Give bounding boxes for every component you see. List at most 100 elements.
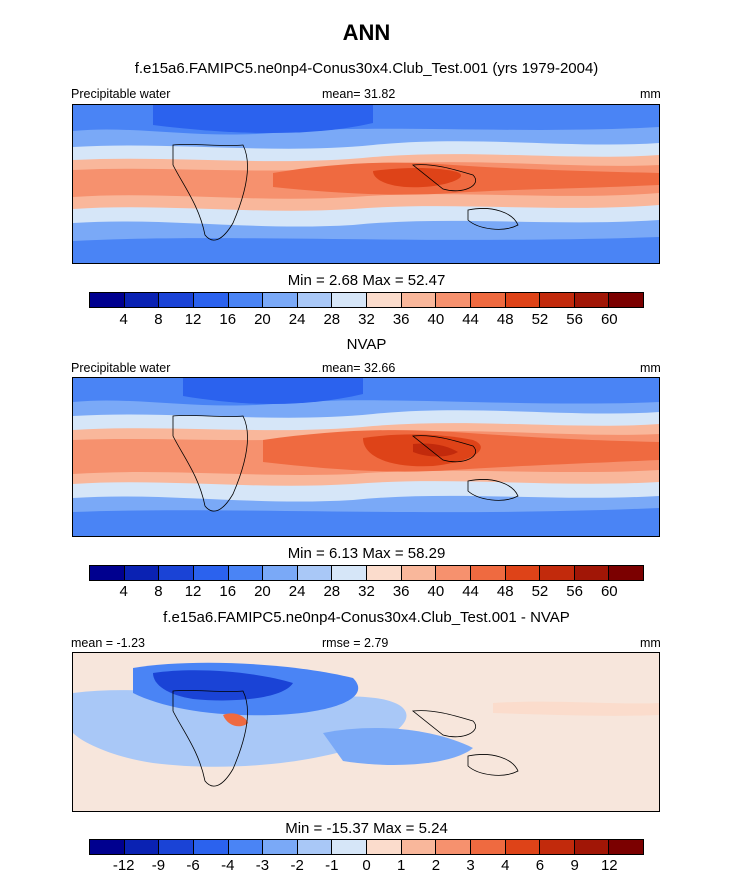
panel1-subtitle: f.e15a6.FAMIPC5.ne0np4-Conus30x4.Club_Te… bbox=[134, 60, 599, 77]
colorbar-tick-label: 20 bbox=[254, 311, 271, 328]
colorbar-tick-label: 60 bbox=[600, 583, 618, 600]
colorbar-tick-label: 4 bbox=[119, 311, 128, 328]
dry-region bbox=[153, 105, 373, 133]
panel2-mean-label: mean= 32.66 bbox=[322, 361, 396, 375]
colorbar-tick-label: 28 bbox=[323, 311, 341, 328]
panel1-colorbar bbox=[89, 292, 644, 308]
colorbar-swatch bbox=[367, 293, 402, 307]
colorbar-tick-label: 40 bbox=[427, 311, 445, 328]
colorbar-swatch bbox=[574, 566, 610, 580]
australia-outline bbox=[467, 208, 519, 230]
panel3-colorbar-ticks: -12 -9 -6 -4 -3 -2 -1 0 1 2 3 4 6 9 12 bbox=[89, 857, 644, 875]
south-band bbox=[73, 237, 659, 263]
colorbar-tick-label: 8 bbox=[154, 583, 163, 600]
colorbar-tick-label: 8 bbox=[154, 311, 163, 328]
panel2-map bbox=[72, 377, 660, 537]
colorbar-swatch bbox=[297, 293, 333, 307]
colorbar-swatch bbox=[124, 840, 160, 854]
maritime-continent-outline bbox=[411, 710, 476, 738]
colorbar-swatch bbox=[367, 840, 402, 854]
colorbar-tick-label: 4 bbox=[501, 857, 510, 874]
panel3-minmax: Min = -15.37 Max = 5.24 bbox=[285, 820, 448, 837]
panel3-units-label: mm bbox=[640, 636, 661, 650]
warm-pool bbox=[373, 168, 462, 188]
colorbar-swatch bbox=[609, 566, 643, 580]
colorbar-swatch bbox=[401, 293, 437, 307]
colorbar-swatch bbox=[297, 840, 333, 854]
colorbar-swatch bbox=[90, 566, 125, 580]
colorbar-tick-label: 12 bbox=[184, 311, 202, 328]
colorbar-tick-label: 12 bbox=[184, 583, 202, 600]
panel3-subtitle: f.e15a6.FAMIPC5.ne0np4-Conus30x4.Club_Te… bbox=[163, 609, 570, 626]
africa-outline bbox=[172, 690, 248, 787]
south-band bbox=[73, 508, 659, 536]
figure-title: ANN bbox=[342, 20, 391, 45]
warm-pool-core bbox=[413, 443, 458, 457]
colorbar-swatch bbox=[193, 840, 229, 854]
colorbar-tick-label: 0 bbox=[362, 857, 371, 874]
colorbar-tick-label: 3 bbox=[466, 857, 475, 874]
panel2-minmax: Min = 6.13 Max = 58.29 bbox=[287, 545, 446, 562]
positive-spot bbox=[223, 713, 248, 727]
colorbar-swatch bbox=[401, 566, 437, 580]
colorbar-swatch bbox=[263, 840, 298, 854]
colorbar-swatch bbox=[159, 293, 194, 307]
colorbar-tick-label: -6 bbox=[186, 857, 200, 874]
colorbar-tick-label: 28 bbox=[323, 583, 341, 600]
panel3-colorbar bbox=[89, 839, 644, 855]
panel2-units-label: mm bbox=[640, 361, 661, 375]
colorbar-tick-label: 52 bbox=[531, 311, 549, 328]
panel1-map bbox=[72, 104, 660, 264]
colorbar-tick-label: 16 bbox=[219, 311, 237, 328]
colorbar-swatch bbox=[609, 840, 643, 854]
colorbar-tick-label: 48 bbox=[496, 311, 514, 328]
colorbar-swatch bbox=[470, 293, 506, 307]
colorbar-tick-label: 20 bbox=[254, 583, 271, 600]
colorbar-tick-label: -3 bbox=[255, 857, 270, 874]
colorbar-swatch bbox=[332, 840, 367, 854]
colorbar-tick-label: 6 bbox=[535, 857, 545, 874]
colorbar-tick-label: 56 bbox=[566, 311, 583, 328]
colorbar-tick-label: 32 bbox=[358, 583, 375, 600]
panel3-map-plot bbox=[73, 653, 659, 811]
colorbar-swatch bbox=[332, 566, 367, 580]
colorbar-tick-label: 60 bbox=[600, 311, 618, 328]
colorbar-swatch bbox=[470, 566, 506, 580]
colorbar-swatch bbox=[436, 293, 471, 307]
colorbar-swatch bbox=[193, 293, 229, 307]
panel3-rmse-label: rmse = 2.79 bbox=[322, 636, 389, 650]
colorbar-swatch bbox=[540, 293, 575, 307]
panel1-mean-label: mean= 31.82 bbox=[322, 87, 396, 101]
colorbar-tick-label: -9 bbox=[151, 857, 166, 874]
negative-core bbox=[153, 670, 293, 701]
negative-region-indian bbox=[323, 728, 473, 765]
panel1-minmax: Min = 2.68 Max = 52.47 bbox=[287, 272, 446, 289]
australia-outline bbox=[467, 479, 519, 501]
colorbar-swatch bbox=[332, 293, 367, 307]
colorbar-swatch bbox=[228, 566, 264, 580]
panel1-colorbar-ticks: 4 8 12 16 20 24 28 32 36 40 44 48 52 56 60 bbox=[89, 311, 644, 329]
africa-outline bbox=[172, 415, 248, 512]
colorbar-swatch bbox=[505, 840, 541, 854]
colorbar-tick-label: -12 bbox=[112, 857, 135, 874]
panel2-subtitle: NVAP bbox=[346, 336, 387, 353]
colorbar-swatch bbox=[436, 566, 471, 580]
colorbar-swatch bbox=[540, 566, 575, 580]
panel2-colorbar-ticks: 4 8 12 16 20 24 28 32 36 40 44 48 52 56 60 bbox=[89, 583, 644, 601]
colorbar-swatch bbox=[124, 566, 160, 580]
colorbar-swatch bbox=[505, 293, 541, 307]
panel2-left-label: Precipitable water bbox=[71, 361, 171, 375]
panel2-map-plot bbox=[73, 378, 659, 536]
colorbar-tick-label: 44 bbox=[462, 311, 479, 328]
colorbar-tick-label: 36 bbox=[392, 311, 410, 328]
colorbar-tick-label: 56 bbox=[566, 583, 583, 600]
positive-band bbox=[493, 701, 659, 716]
colorbar-swatch bbox=[193, 566, 229, 580]
colorbar-tick-label: 12 bbox=[600, 857, 618, 874]
colorbar-swatch bbox=[505, 566, 541, 580]
colorbar-tick-label: 24 bbox=[288, 311, 306, 328]
colorbar-swatch bbox=[159, 566, 194, 580]
colorbar-tick-label: 24 bbox=[288, 583, 306, 600]
colorbar-tick-label: 40 bbox=[427, 583, 445, 600]
colorbar-tick-label: -1 bbox=[325, 857, 339, 874]
